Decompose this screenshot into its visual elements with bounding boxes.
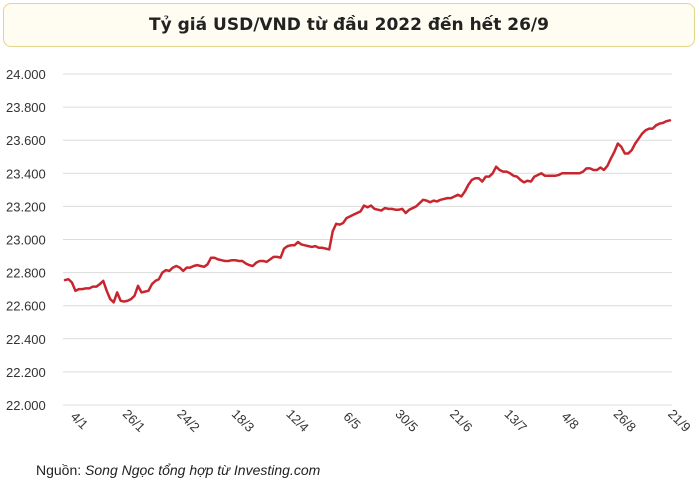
- grid-lines: [63, 73, 672, 406]
- x-tick-label: 13/7: [502, 406, 531, 435]
- x-tick-label: 21/6: [447, 406, 476, 435]
- y-axis-ticks: 22.000 22.200 22.400 22.600 22.800 23.000 23.2…: [6, 67, 46, 413]
- y-tick-label: 23.200: [6, 199, 46, 214]
- x-tick-label: 4/8: [559, 409, 582, 432]
- x-tick-label: 30/5: [392, 406, 421, 435]
- source-prefix: Nguồn:: [36, 462, 86, 478]
- chart-title-box: Tỷ giá USD/VND từ đầu 2022 đến hết 26/9: [3, 3, 695, 47]
- source-credit: Song Ngọc tổng hợp từ Investing.com: [85, 462, 321, 478]
- x-tick-label: 21/9: [665, 406, 694, 435]
- y-tick-label: 22.400: [6, 332, 46, 347]
- y-tick-label: 23.000: [6, 233, 46, 248]
- y-tick-label: 24.000: [6, 67, 46, 82]
- y-tick-label: 23.600: [6, 133, 46, 148]
- y-tick-label: 23.800: [6, 100, 46, 115]
- series-layer: [63, 119, 672, 304]
- y-tick-label: 22.200: [6, 365, 46, 380]
- x-axis-ticks: 4/1 26/1 24/2 18/3 12/4 6/5 30/5 21/6 13/7 4/8 26/…: [68, 406, 694, 435]
- x-tick-label: 24/2: [174, 406, 203, 435]
- x-tick-label: 26/1: [120, 406, 149, 435]
- y-tick-label: 22.800: [6, 266, 46, 281]
- y-tick-label: 23.400: [6, 166, 46, 181]
- x-tick-label: 18/3: [229, 406, 258, 435]
- chart-title: Tỷ giá USD/VND từ đầu 2022 đến hết 26/9: [149, 15, 549, 35]
- y-tick-label: 22.600: [6, 299, 46, 314]
- y-tick-label: 22.000: [6, 398, 46, 413]
- source-note: Nguồn: Song Ngọc tổng hợp từ Investing.c…: [36, 462, 320, 478]
- x-tick-label: 4/1: [68, 409, 91, 432]
- usd-vnd-series-line: [63, 119, 672, 304]
- x-tick-label: 26/8: [611, 406, 640, 435]
- x-tick-label: 6/5: [340, 409, 363, 432]
- x-tick-label: 12/4: [283, 406, 312, 435]
